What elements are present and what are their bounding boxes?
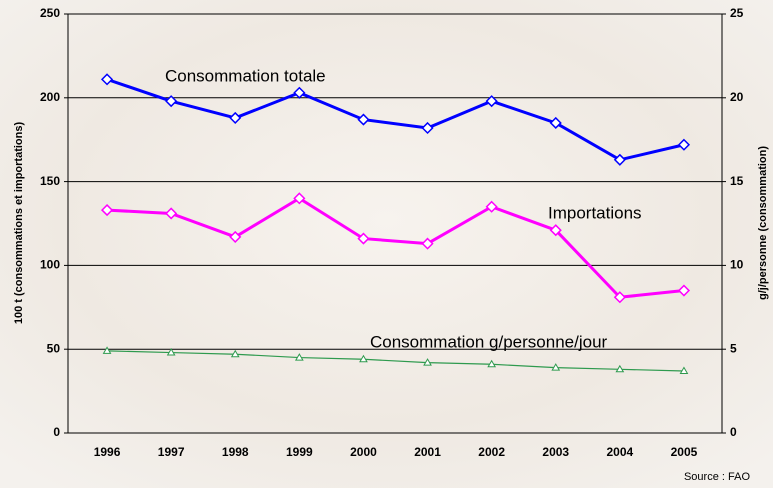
point [165, 207, 178, 220]
series-label: Consommation g/personne/jour [370, 332, 608, 351]
point [165, 95, 178, 108]
point [677, 284, 691, 297]
point [100, 204, 114, 217]
point [294, 353, 304, 361]
y2-tick-label: 0 [730, 425, 737, 439]
point [549, 224, 562, 237]
point [293, 86, 306, 99]
x-tick-label: 2001 [414, 445, 441, 459]
y2-tick-label: 5 [730, 341, 737, 355]
point [230, 349, 240, 358]
point [166, 348, 176, 356]
point [679, 366, 689, 374]
y-tick-label: 0 [53, 425, 60, 439]
point [613, 153, 626, 166]
y2-tick-label: 15 [730, 174, 744, 188]
point [615, 364, 625, 373]
x-tick-label: 2002 [478, 445, 505, 459]
point [357, 113, 370, 126]
x-tick-label: 2005 [671, 445, 698, 459]
y2-axis-title: g/j/personne (consommation) [757, 146, 769, 300]
point [357, 232, 370, 245]
point [551, 363, 561, 371]
point [100, 73, 114, 86]
y2-tick-label: 20 [730, 90, 744, 104]
source: Source : FAO [684, 471, 750, 483]
point [549, 116, 562, 130]
point [485, 95, 498, 108]
y-tick-label: 250 [40, 6, 60, 20]
point [293, 192, 306, 205]
x-tick-label: 2003 [542, 445, 569, 459]
x-tick-label: 2004 [606, 445, 633, 459]
x-tick-label: 1999 [286, 445, 313, 459]
point [423, 358, 432, 366]
y-axis-title: 100 t (consommations et importations) [13, 122, 25, 325]
point [229, 230, 242, 243]
point [421, 237, 434, 250]
point [421, 121, 434, 135]
y-tick-label: 200 [40, 90, 60, 104]
series-line [106, 196, 685, 299]
y2-tick-label: 10 [730, 258, 744, 272]
point [102, 346, 112, 354]
point [677, 138, 691, 151]
point [359, 354, 368, 363]
series-line [107, 350, 684, 372]
x-tick-label: 1996 [94, 445, 121, 459]
x-tick-label: 2000 [350, 445, 377, 459]
y-tick-label: 50 [47, 341, 61, 355]
series-line [106, 77, 685, 162]
series-label: Importations [548, 203, 642, 222]
y-tick-label: 150 [40, 174, 60, 188]
point [229, 111, 242, 124]
point [613, 291, 626, 304]
y-tick-label: 100 [40, 258, 60, 272]
x-tick-label: 1998 [222, 445, 249, 459]
y2-tick-label: 25 [730, 6, 744, 20]
x-tick-label: 1997 [158, 445, 185, 459]
point [487, 359, 497, 368]
point [485, 200, 498, 213]
series-label: Consommation totale [165, 66, 326, 85]
